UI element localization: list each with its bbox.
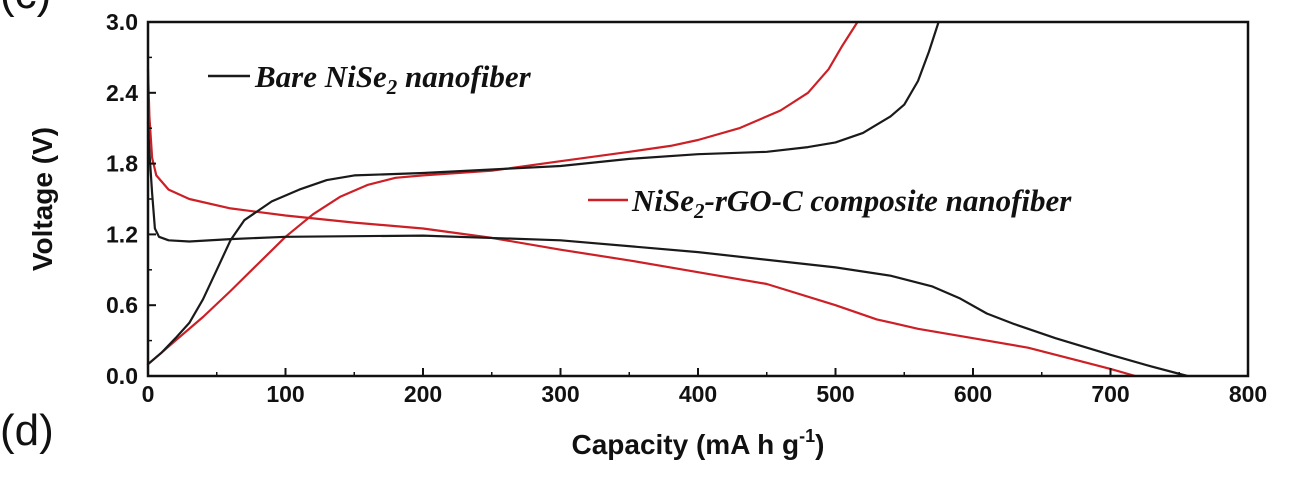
series-line-bare-charge (146, 20, 940, 366)
y-tick-label: 1.2 (106, 221, 138, 247)
y-axis-title: Voltage (V) (27, 127, 58, 271)
x-axis: 0 100 200 300 400 500 600 700 800 (142, 368, 1267, 407)
x-axis-title-main: Capacity (mA h g (571, 429, 799, 460)
legend-bare-post: nanofiber (397, 59, 531, 94)
y-tick-label: 0.6 (106, 292, 138, 318)
series-line-bare-discharge (146, 121, 1189, 378)
y-tick-label: 0.0 (106, 363, 138, 389)
x-tick-label: 0 (142, 381, 155, 407)
x-tick-label: 100 (266, 381, 304, 407)
x-tick-label: 600 (954, 381, 992, 407)
legend-entry-bare: Bare NiSe2 nanofiber (208, 59, 532, 99)
legend: Bare NiSe2 nanofiber NiSe2-rGO-C composi… (208, 59, 1072, 223)
y-tick-label: 3.0 (106, 9, 138, 35)
legend-entry-composite: NiSe2-rGO-C composite nanofiber (588, 183, 1072, 223)
x-axis-title-sup: -1 (799, 426, 815, 446)
y-tick-label: 2.4 (106, 80, 138, 106)
legend-composite-pre: NiSe (631, 183, 694, 218)
panel-label-c: (c) (0, 0, 51, 18)
legend-label-composite: NiSe2-rGO-C composite nanofiber (631, 183, 1072, 223)
y-tick-label: 1.8 (106, 151, 138, 177)
x-tick-label: 800 (1229, 381, 1267, 407)
series-line-composite-charge (146, 20, 859, 366)
x-tick-label: 700 (1091, 381, 1129, 407)
x-axis-title: Capacity (mA h g-1) (571, 426, 824, 460)
legend-bare-sub: 2 (386, 75, 398, 99)
x-axis-title-tail: ) (815, 429, 824, 460)
x-tick-label: 300 (541, 381, 579, 407)
legend-composite-sub: 2 (693, 199, 705, 223)
series-line-composite-discharge (146, 68, 1137, 378)
legend-composite-post: -rGO-C composite nanofiber (705, 183, 1073, 218)
x-tick-label: 400 (679, 381, 717, 407)
legend-label-bare: Bare NiSe2 nanofiber (254, 59, 532, 99)
y-axis: 0.0 0.6 1.2 1.8 2.4 3.0 (106, 9, 156, 389)
x-tick-label: 200 (404, 381, 442, 407)
legend-bare-pre: Bare NiSe (254, 59, 387, 94)
panel-label-d: (d) (0, 406, 54, 455)
x-tick-label: 500 (816, 381, 854, 407)
